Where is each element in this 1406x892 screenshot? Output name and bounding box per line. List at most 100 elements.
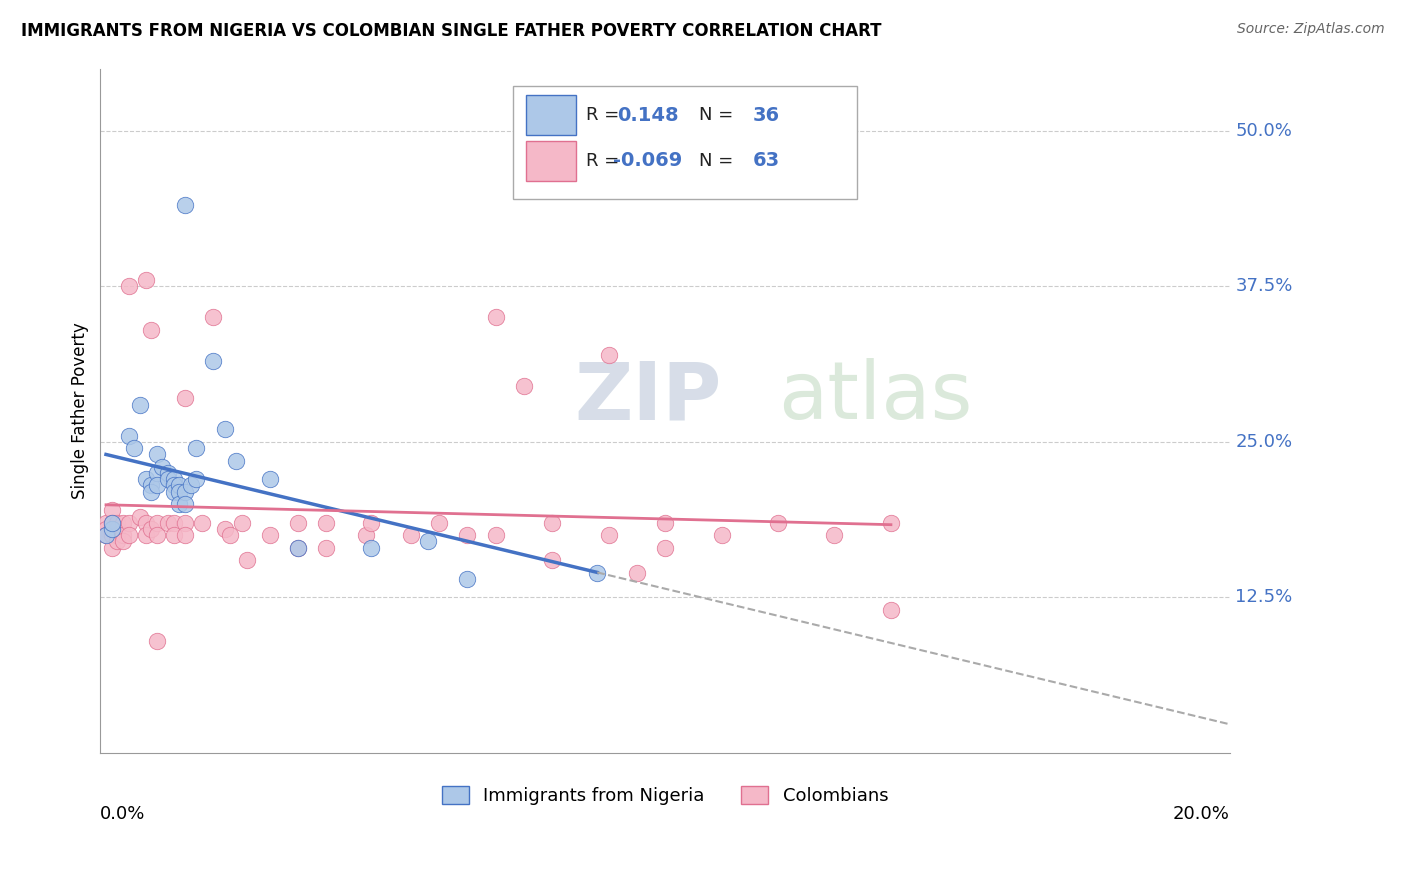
Point: [586, 566, 609, 580]
Point: [105, 516, 128, 530]
Point: [117, 516, 139, 530]
Text: 63: 63: [754, 152, 780, 170]
Point: [360, 541, 382, 555]
Point: [399, 528, 422, 542]
Point: [146, 478, 169, 492]
Point: [141, 484, 163, 499]
Text: Source: ZipAtlas.com: Source: ZipAtlas.com: [1237, 22, 1385, 37]
Point: [157, 472, 180, 486]
FancyBboxPatch shape: [526, 95, 576, 135]
Point: [94, 528, 117, 542]
Point: [163, 516, 186, 530]
Point: [287, 541, 309, 555]
Point: [541, 553, 564, 567]
Point: [169, 484, 191, 499]
Point: [186, 472, 208, 486]
Point: [287, 541, 309, 555]
Text: N =: N =: [699, 152, 733, 170]
Point: [598, 348, 620, 362]
Point: [163, 472, 186, 486]
Point: [202, 354, 225, 368]
Text: 20.0%: 20.0%: [1173, 805, 1230, 823]
Text: 50.0%: 50.0%: [1236, 121, 1292, 140]
Point: [169, 478, 191, 492]
Point: [315, 541, 337, 555]
Text: 36: 36: [754, 105, 780, 125]
Point: [824, 528, 846, 542]
Point: [710, 528, 733, 542]
Point: [287, 516, 309, 530]
Point: [485, 528, 508, 542]
Text: 0.148: 0.148: [617, 105, 679, 125]
Point: [654, 516, 676, 530]
Point: [135, 516, 157, 530]
Point: [122, 441, 145, 455]
FancyBboxPatch shape: [526, 141, 576, 181]
Point: [135, 273, 157, 287]
Text: atlas: atlas: [778, 358, 973, 436]
Text: N =: N =: [699, 106, 733, 124]
Point: [100, 522, 122, 536]
Point: [146, 528, 169, 542]
Point: [141, 323, 163, 337]
Point: [315, 516, 337, 530]
Point: [105, 528, 128, 542]
Point: [141, 522, 163, 536]
Point: [174, 497, 197, 511]
Point: [174, 484, 197, 499]
Point: [100, 516, 122, 530]
Point: [146, 447, 169, 461]
Point: [214, 522, 236, 536]
Legend: Immigrants from Nigeria, Colombians: Immigrants from Nigeria, Colombians: [434, 779, 896, 813]
Text: 37.5%: 37.5%: [1236, 277, 1292, 295]
Text: 25.0%: 25.0%: [1236, 433, 1292, 450]
Point: [152, 459, 174, 474]
Point: [416, 534, 439, 549]
Point: [427, 516, 450, 530]
Point: [100, 541, 122, 555]
Point: [191, 516, 214, 530]
Text: R =: R =: [586, 152, 626, 170]
Point: [236, 553, 259, 567]
Text: 12.5%: 12.5%: [1236, 589, 1292, 607]
Point: [105, 522, 128, 536]
Point: [174, 198, 197, 212]
Point: [163, 528, 186, 542]
Point: [354, 528, 377, 542]
Point: [766, 516, 789, 530]
Point: [135, 472, 157, 486]
Point: [111, 516, 134, 530]
Point: [259, 472, 281, 486]
Point: [456, 572, 478, 586]
Point: [214, 422, 236, 436]
Point: [231, 516, 253, 530]
Point: [141, 478, 163, 492]
Point: [163, 478, 186, 492]
Point: [598, 528, 620, 542]
Text: IMMIGRANTS FROM NIGERIA VS COLOMBIAN SINGLE FATHER POVERTY CORRELATION CHART: IMMIGRANTS FROM NIGERIA VS COLOMBIAN SIN…: [21, 22, 882, 40]
Point: [146, 466, 169, 480]
Point: [219, 528, 242, 542]
Text: ZIP: ZIP: [575, 358, 721, 436]
Point: [94, 528, 117, 542]
Point: [146, 516, 169, 530]
Point: [146, 634, 169, 648]
Point: [880, 516, 903, 530]
Text: 0.0%: 0.0%: [100, 805, 146, 823]
Point: [135, 528, 157, 542]
Y-axis label: Single Father Poverty: Single Father Poverty: [72, 322, 89, 500]
Point: [174, 392, 197, 406]
Text: R =: R =: [586, 106, 626, 124]
Point: [117, 428, 139, 442]
Point: [654, 541, 676, 555]
Point: [94, 516, 117, 530]
Point: [174, 528, 197, 542]
Point: [485, 310, 508, 325]
Point: [186, 441, 208, 455]
Point: [169, 497, 191, 511]
Point: [541, 516, 564, 530]
Point: [111, 534, 134, 549]
Text: -0.069: -0.069: [613, 152, 683, 170]
Point: [880, 603, 903, 617]
Point: [111, 528, 134, 542]
